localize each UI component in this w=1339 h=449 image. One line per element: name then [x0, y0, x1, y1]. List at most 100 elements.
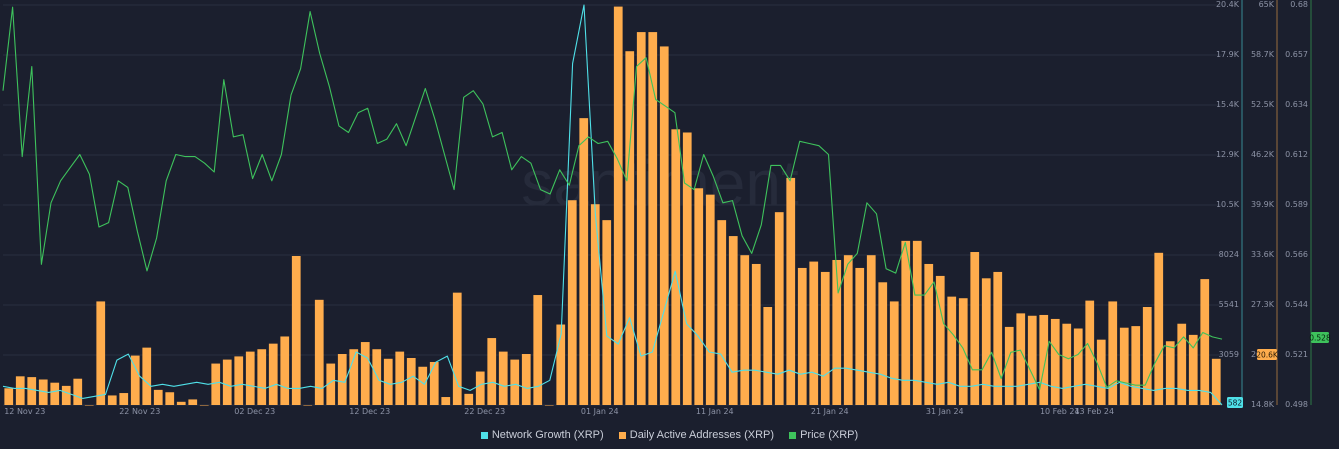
daily-active-bar: [740, 255, 750, 405]
daily-active-bar: [165, 392, 175, 405]
daily-active-bar: [84, 405, 94, 406]
network-growth-value-badge: 582: [1228, 399, 1243, 408]
daily-active-bar: [1039, 314, 1049, 405]
daily-active-bar: [199, 405, 209, 406]
network-growth-value-badge-bg: [1227, 397, 1243, 408]
daily-active-bar: [314, 299, 324, 405]
daily-active-value-badge-bg: [1257, 349, 1277, 360]
daily-active-axis-tick: 46.2K: [1251, 150, 1275, 159]
network-growth-axis-tick: 8024: [1219, 250, 1239, 259]
legend-item-network-growth[interactable]: Network Growth (XRP): [480, 429, 604, 441]
daily-active-bar: [27, 377, 37, 405]
daily-active-bar: [533, 295, 543, 405]
price-axis-tick: 0.498: [1285, 400, 1308, 409]
daily-active-bar: [924, 263, 934, 405]
daily-active-bar: [475, 371, 485, 405]
price-axis-tick: 0.544: [1285, 300, 1308, 309]
daily-active-axis-tick: 39.9K: [1251, 200, 1275, 209]
price-axis-tick: 0.566: [1285, 250, 1308, 259]
daily-active-axis-tick: 33.6K: [1251, 250, 1275, 259]
daily-active-bar: [993, 271, 1003, 405]
daily-active-bar: [61, 385, 71, 405]
daily-active-bar: [820, 271, 830, 405]
daily-active-bar: [234, 356, 244, 405]
x-tick-label: 13 Feb 24: [1074, 407, 1114, 416]
price-line: [2, 6, 1223, 391]
daily-active-bar: [303, 405, 313, 406]
network-growth-axis-tick: 15.4K: [1216, 100, 1240, 109]
daily-active-bar: [797, 267, 807, 405]
legend: Network Growth (XRP) Daily Active Addres…: [0, 429, 1339, 442]
daily-active-bar: [786, 177, 796, 405]
daily-active-bar: [1119, 327, 1129, 405]
daily-active-bar: [222, 359, 232, 405]
daily-active-bar: [1050, 318, 1060, 405]
daily-active-axis-tick: 27.3K: [1251, 300, 1275, 309]
daily-active-bar: [866, 255, 876, 405]
daily-active-value-badge: 20.6K: [1256, 351, 1279, 360]
daily-active-bar: [487, 338, 497, 405]
daily-active-bar: [4, 388, 14, 405]
x-tick-label: 01 Jan 24: [581, 407, 619, 416]
daily-active-bar: [878, 282, 888, 405]
daily-active-bar: [15, 376, 25, 405]
x-tick-label: 11 Jan 24: [696, 407, 734, 416]
daily-active-bar: [1154, 252, 1164, 405]
daily-active-bar: [211, 363, 221, 405]
daily-active-bar: [1016, 313, 1026, 405]
daily-active-bar: [268, 343, 278, 405]
daily-active-bar: [188, 399, 198, 405]
legend-item-daily-active[interactable]: Daily Active Addresses (XRP): [618, 429, 774, 441]
network-growth-axis-tick: 20.4K: [1216, 0, 1240, 9]
daily-active-bar: [682, 132, 692, 405]
daily-active-bar: [556, 324, 566, 405]
daily-active-bar: [602, 220, 612, 405]
daily-active-bar: [429, 361, 439, 405]
daily-active-bar: [326, 363, 336, 405]
daily-active-bar: [855, 267, 865, 405]
daily-active-bar: [1142, 306, 1152, 405]
daily-active-bar: [96, 301, 106, 405]
price-value-badge: 0.528: [1309, 334, 1331, 343]
price-axis-tick: 0.589: [1285, 200, 1308, 209]
daily-active-bar: [763, 306, 773, 405]
network-growth-swatch: [480, 431, 488, 439]
daily-active-bar: [774, 212, 784, 405]
daily-active-bar: [130, 355, 140, 405]
price-axis-tick: 0.68: [1290, 0, 1308, 9]
price-axis-tick: 0.634: [1285, 100, 1308, 109]
network-growth-axis-tick: 3059: [1219, 350, 1239, 359]
network-growth-axis-tick: 12.9K: [1216, 150, 1240, 159]
daily-active-swatch: [618, 431, 626, 439]
price-swatch: [789, 431, 797, 439]
x-tick-label: 31 Jan 24: [926, 407, 964, 416]
daily-active-bar: [901, 240, 911, 405]
daily-active-bar: [257, 349, 267, 405]
daily-active-bar: [498, 351, 508, 405]
daily-active-bar: [648, 32, 658, 405]
daily-active-bar: [1211, 358, 1221, 405]
daily-active-bar: [441, 397, 451, 405]
network-growth-axis-tick: 10.5K: [1216, 200, 1240, 209]
x-tick-label: 12 Dec 23: [349, 407, 390, 416]
daily-active-bar: [107, 395, 117, 405]
daily-active-bar: [958, 298, 968, 405]
daily-active-bar: [843, 255, 853, 405]
daily-active-bar: [1073, 328, 1083, 405]
daily-active-bar: [452, 292, 462, 405]
daily-active-bar: [809, 261, 819, 405]
daily-active-bar: [1200, 279, 1210, 405]
daily-active-bar: [947, 296, 957, 405]
daily-active-bar: [176, 401, 186, 405]
price-axis-tick: 0.521: [1285, 350, 1308, 359]
x-tick-label: 10 Feb 24: [1040, 407, 1080, 416]
legend-item-price[interactable]: Price (XRP): [789, 429, 858, 441]
daily-active-bar: [889, 301, 899, 405]
x-tick-label: 02 Dec 23: [234, 407, 275, 416]
network-growth-axis-tick: 17.9K: [1216, 50, 1240, 59]
price-axis-tick: 0.612: [1285, 150, 1308, 159]
daily-active-bar: [349, 349, 359, 405]
daily-active-bar: [935, 275, 945, 405]
daily-active-bar: [590, 204, 600, 405]
